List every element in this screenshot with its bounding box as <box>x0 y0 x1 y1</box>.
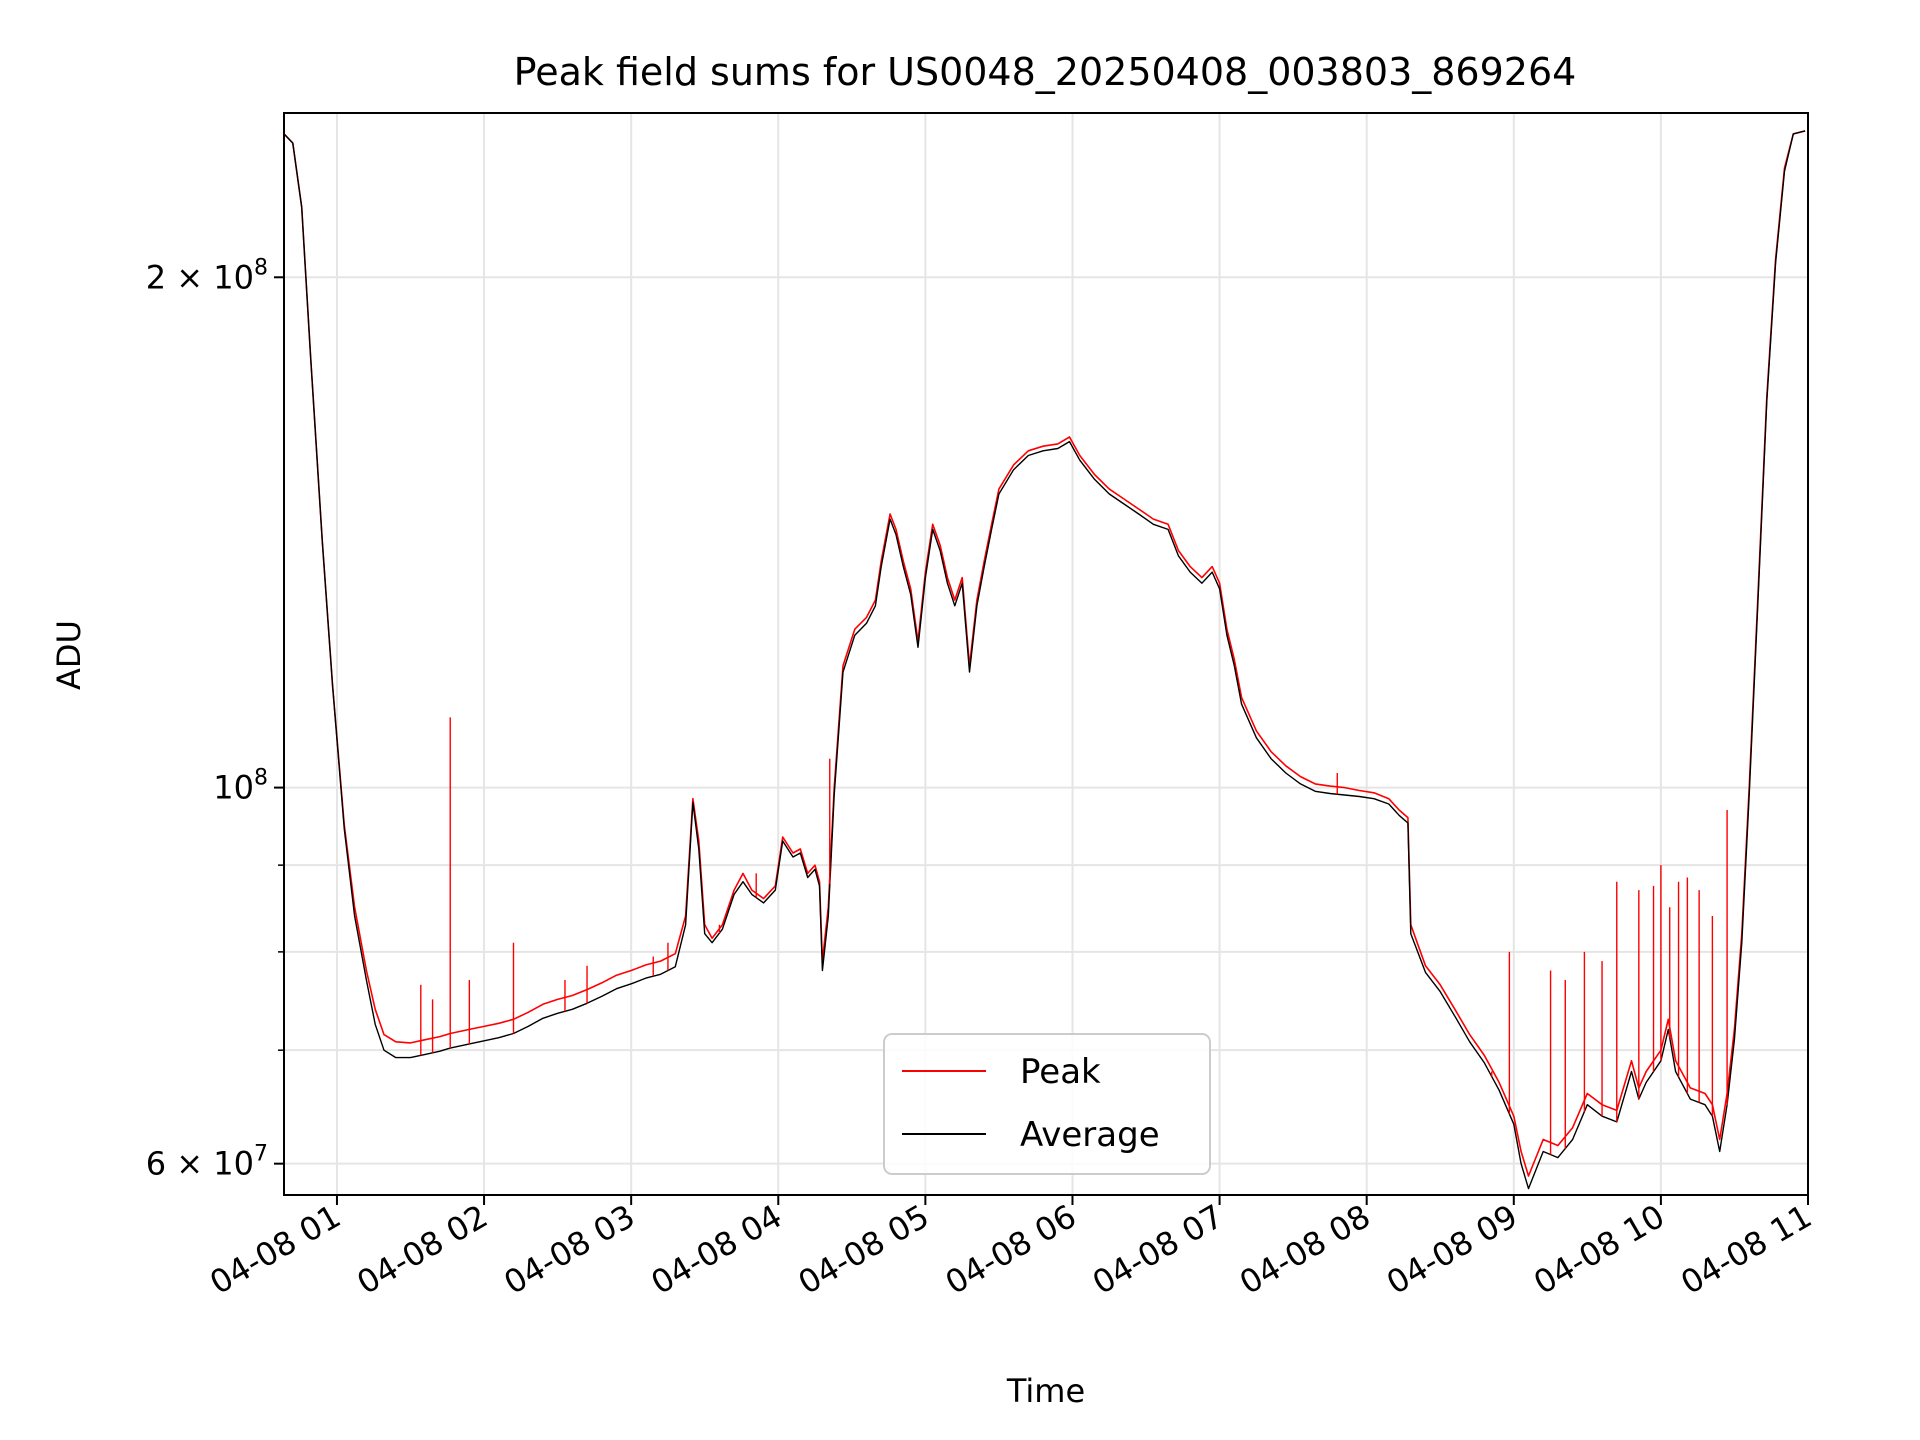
legend-average-label: Average <box>1020 1115 1160 1155</box>
y-tick-label: 6 × 107 <box>146 1142 268 1183</box>
series-line-average <box>284 130 1806 1190</box>
chart-title: Peak field sums for US0048_20250408_0038… <box>514 50 1577 94</box>
y-tick-label: 108 <box>213 766 268 807</box>
legend: Peak Average <box>883 1033 1211 1175</box>
y-axis-label: ADU <box>50 620 88 690</box>
legend-peak-label: Peak <box>1020 1052 1101 1092</box>
series-layer <box>284 130 1806 1190</box>
legend-box <box>883 1033 1211 1175</box>
y-tick-label: 2 × 108 <box>146 255 268 296</box>
series-line-peak <box>284 130 1806 1177</box>
x-axis-label: Time <box>1006 1372 1085 1410</box>
plot-frame <box>283 112 1809 1196</box>
y-axis: 6 × 107 108 2 × 108 <box>146 255 284 1183</box>
